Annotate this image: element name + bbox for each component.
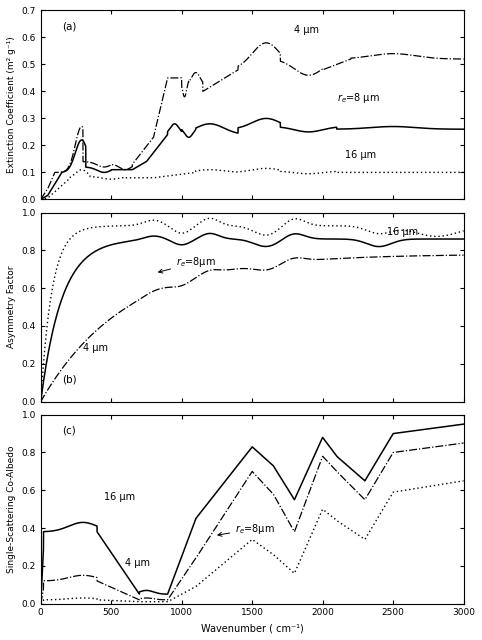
Text: 4 μm: 4 μm: [295, 25, 320, 35]
Text: $r_e$=8μm: $r_e$=8μm: [159, 255, 216, 273]
Text: 4 μm: 4 μm: [125, 558, 150, 568]
Text: (a): (a): [62, 21, 76, 31]
X-axis label: Wavenumber ( cm⁻¹): Wavenumber ( cm⁻¹): [201, 623, 304, 633]
Text: (b): (b): [62, 374, 77, 385]
Y-axis label: Asymmetry Factor: Asymmetry Factor: [7, 266, 16, 348]
Y-axis label: Single-Scattering Co-Albedo: Single-Scattering Co-Albedo: [7, 445, 16, 573]
Text: 16 μm: 16 μm: [388, 227, 418, 237]
Text: $r_e$=8μm: $r_e$=8μm: [218, 522, 275, 536]
Y-axis label: Extinction Coefficient (m² g⁻¹): Extinction Coefficient (m² g⁻¹): [7, 36, 16, 173]
Text: 16 μm: 16 μm: [104, 492, 135, 502]
Text: 4 μm: 4 μm: [83, 342, 108, 353]
Text: 16 μm: 16 μm: [345, 150, 376, 160]
Text: $r_e$=8 μm: $r_e$=8 μm: [337, 91, 380, 105]
Text: (c): (c): [62, 426, 76, 436]
